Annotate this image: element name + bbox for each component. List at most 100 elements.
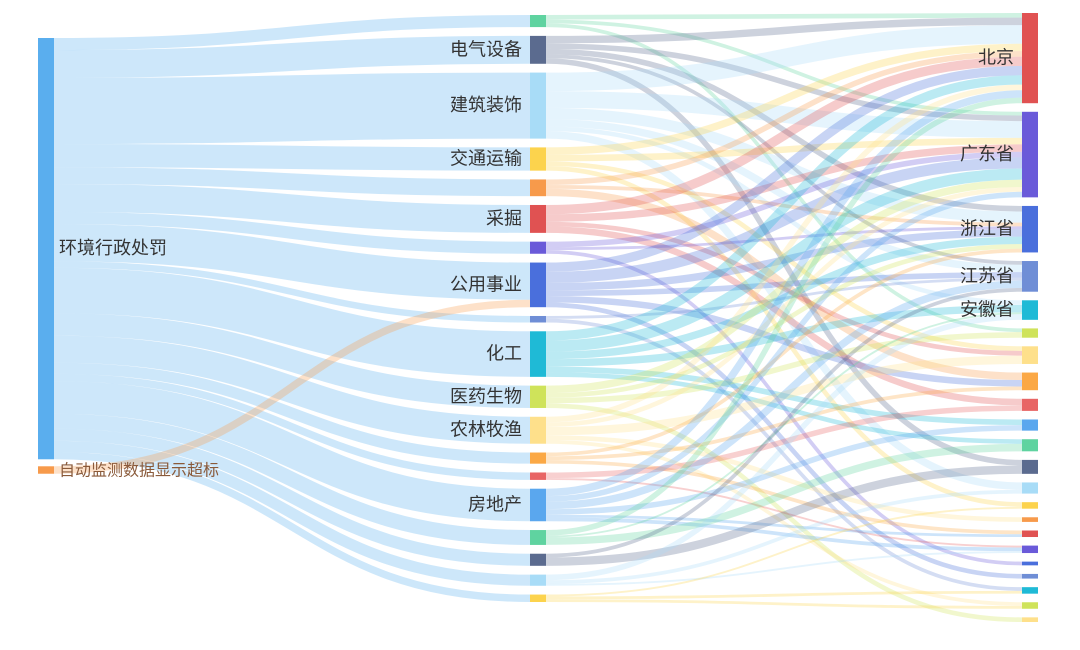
sankey-link[interactable] <box>545 90 1023 497</box>
sankey-link[interactable] <box>545 58 1023 466</box>
sankey-link[interactable] <box>545 144 1023 222</box>
sankey-link[interactable] <box>545 314 1023 581</box>
sankey-node[interactable] <box>1022 561 1038 566</box>
sankey-node[interactable] <box>530 241 546 254</box>
sankey-link[interactable] <box>53 381 531 522</box>
sankey-link[interactable] <box>545 25 1023 92</box>
sankey-node[interactable] <box>1022 602 1038 609</box>
sankey-link[interactable] <box>545 244 1023 398</box>
sankey-link[interactable] <box>545 23 1023 333</box>
sankey-link[interactable] <box>545 405 1023 479</box>
sankey-link[interactable] <box>545 459 1023 535</box>
sankey-link[interactable] <box>53 184 531 233</box>
sankey-node[interactable] <box>1022 482 1038 494</box>
sankey-link[interactable] <box>545 43 1023 155</box>
sankey-node[interactable] <box>530 594 546 602</box>
sankey-node[interactable] <box>1022 205 1038 253</box>
sankey-node[interactable] <box>530 488 546 522</box>
sankey-link[interactable] <box>545 75 1023 341</box>
sankey-node[interactable] <box>1022 372 1038 391</box>
sankey-link[interactable] <box>545 97 1023 536</box>
sankey-link[interactable] <box>545 19 1023 116</box>
sankey-node[interactable] <box>530 452 546 464</box>
sankey-link[interactable] <box>545 48 1023 212</box>
sankey-link[interactable] <box>545 517 1023 552</box>
sankey-link[interactable] <box>53 335 531 444</box>
sankey-link[interactable] <box>545 226 1023 251</box>
sankey-link[interactable] <box>53 373 531 480</box>
sankey-link[interactable] <box>545 478 1023 548</box>
sankey-node[interactable] <box>530 385 546 408</box>
sankey-node[interactable] <box>1022 545 1038 554</box>
sankey-node[interactable] <box>1022 111 1038 198</box>
sankey-node[interactable] <box>530 15 546 28</box>
sankey-link[interactable] <box>53 261 531 323</box>
sankey-link[interactable] <box>545 296 1023 387</box>
sankey-link[interactable] <box>545 54 1023 265</box>
sankey-link[interactable] <box>545 43 1023 122</box>
sankey-link[interactable] <box>545 157 1023 284</box>
sankey-link[interactable] <box>545 280 1023 510</box>
sankey-node[interactable] <box>530 472 546 480</box>
sankey-link[interactable] <box>545 287 1023 558</box>
sankey-link[interactable] <box>545 66 1023 272</box>
sankey-link[interactable] <box>53 299 531 474</box>
sankey-link[interactable] <box>545 599 1023 609</box>
sankey-link[interactable] <box>53 15 531 51</box>
sankey-link[interactable] <box>545 590 1023 600</box>
sankey-link[interactable] <box>545 250 1023 566</box>
sankey-link[interactable] <box>545 187 1023 427</box>
sankey-link[interactable] <box>545 332 1023 404</box>
sankey-node[interactable] <box>530 147 546 171</box>
sankey-link[interactable] <box>545 137 1023 162</box>
sankey-link[interactable] <box>53 167 531 197</box>
sankey-link[interactable] <box>545 165 1023 507</box>
sankey-link[interactable] <box>545 366 1023 426</box>
sankey-link[interactable] <box>53 267 531 377</box>
sankey-link[interactable] <box>53 362 531 464</box>
sankey-link[interactable] <box>545 151 1023 248</box>
sankey-link[interactable] <box>545 185 1023 227</box>
sankey-link[interactable] <box>545 372 1023 444</box>
sankey-node[interactable] <box>1022 439 1038 452</box>
sankey-link[interactable] <box>545 236 1023 360</box>
sankey-node[interactable] <box>1022 300 1038 320</box>
sankey-link[interactable] <box>545 465 1023 566</box>
sankey-node[interactable] <box>530 35 546 64</box>
sankey-link[interactable] <box>545 91 1023 138</box>
sankey-link[interactable] <box>545 84 1023 423</box>
sankey-link[interactable] <box>545 191 1023 502</box>
sankey-node[interactable] <box>1022 617 1038 622</box>
sankey-node[interactable] <box>38 466 54 474</box>
sankey-link[interactable] <box>545 551 1023 586</box>
sankey-link[interactable] <box>53 211 531 254</box>
sankey-node[interactable] <box>1022 587 1038 594</box>
sankey-link[interactable] <box>53 313 531 408</box>
sankey-node[interactable] <box>1022 419 1038 431</box>
sankey-link[interactable] <box>545 403 1023 622</box>
sankey-link[interactable] <box>545 440 1023 606</box>
sankey-node[interactable] <box>38 38 54 460</box>
sankey-link[interactable] <box>545 226 1023 406</box>
sankey-node[interactable] <box>1022 530 1038 538</box>
sankey-link[interactable] <box>53 413 531 545</box>
sankey-link[interactable] <box>545 161 1023 351</box>
sankey-link[interactable] <box>545 443 1023 545</box>
sankey-link[interactable] <box>545 506 1023 597</box>
sankey-node[interactable] <box>530 315 546 323</box>
sankey-node[interactable] <box>530 331 546 377</box>
sankey-link[interactable] <box>53 428 531 566</box>
sankey-node[interactable] <box>1022 346 1038 364</box>
sankey-link[interactable] <box>545 272 1023 297</box>
sankey-link[interactable] <box>545 17 1023 44</box>
sankey-node[interactable] <box>530 574 546 586</box>
sankey-link[interactable] <box>53 440 531 586</box>
sankey-link[interactable] <box>545 302 1023 579</box>
sankey-node[interactable] <box>1022 13 1038 104</box>
sankey-node[interactable] <box>1022 573 1038 579</box>
sankey-node[interactable] <box>530 416 546 444</box>
sankey-node[interactable] <box>530 530 546 545</box>
sankey-link[interactable] <box>545 318 1023 591</box>
sankey-link[interactable] <box>545 188 1023 380</box>
sankey-link[interactable] <box>545 13 1023 20</box>
